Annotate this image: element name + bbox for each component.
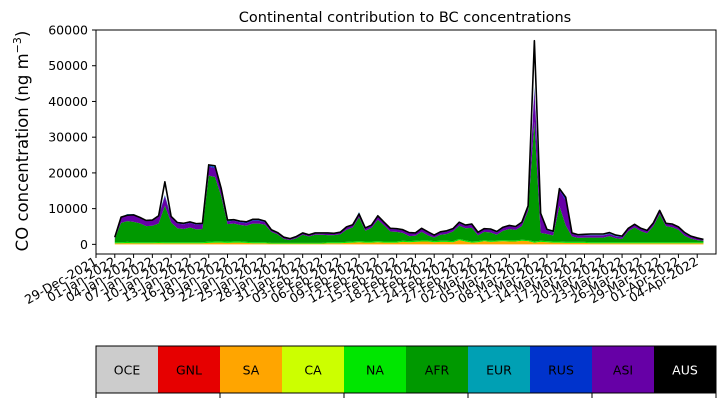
legend-label-aus: AUS: [672, 363, 698, 378]
legend-swatch-asi: [592, 346, 654, 393]
stacked-areas: [114, 86, 704, 245]
legend-swatch-sa: [220, 346, 282, 393]
y-tick-label: 40000: [48, 94, 88, 109]
legend-label-asi: ASI: [613, 363, 633, 378]
y-tick-label: 30000: [48, 130, 88, 145]
plot-frame: [95, 29, 717, 255]
total-line-group: [114, 39, 704, 241]
area-na: [114, 239, 704, 244]
legend-swatch-na: [344, 346, 406, 393]
y-tick-label: 50000: [48, 58, 88, 73]
y-axis: 0 10000 20000 30000 40000 50000 60000: [48, 23, 96, 252]
legend-label-afr: AFR: [425, 363, 450, 378]
y-tick-label: 60000: [48, 23, 88, 38]
y-tick-label: 20000: [48, 165, 88, 180]
legend-label-sa: SA: [243, 363, 260, 378]
legend-label-gnl: GNL: [176, 363, 202, 378]
legend-swatch-ca: [282, 346, 344, 393]
legend-swatch-afr: [406, 346, 468, 393]
total-line: [114, 39, 704, 241]
chart-title: Continental contribution to BC concentra…: [239, 10, 571, 26]
legend-swatch-eur: [468, 346, 530, 393]
legend-frame: [95, 345, 717, 394]
legend-swatch-aus: [654, 346, 716, 393]
y-axis-label: CO concentration (ng m−3): [11, 31, 32, 252]
legend-label-oce: OCE: [114, 363, 141, 378]
area-afr: [114, 121, 704, 243]
y-tick-label: 10000: [48, 201, 88, 216]
legend-label-na: NA: [366, 363, 384, 378]
legend: OCE GNL SA CA NA AFR EUR RUS ASI AUS: [95, 345, 717, 398]
legend-label-ca: CA: [304, 363, 322, 378]
y-tick-label: 0: [80, 237, 88, 252]
legend-swatch-gnl: [158, 346, 220, 393]
x-axis: 29-Dec-202101-Jan-202204-Jan-202207-Jan-…: [22, 254, 701, 307]
legend-label-rus: RUS: [548, 363, 574, 378]
legend-label-eur: EUR: [486, 363, 512, 378]
legend-swatch-oce: [96, 346, 158, 393]
legend-swatch-rus: [530, 346, 592, 393]
